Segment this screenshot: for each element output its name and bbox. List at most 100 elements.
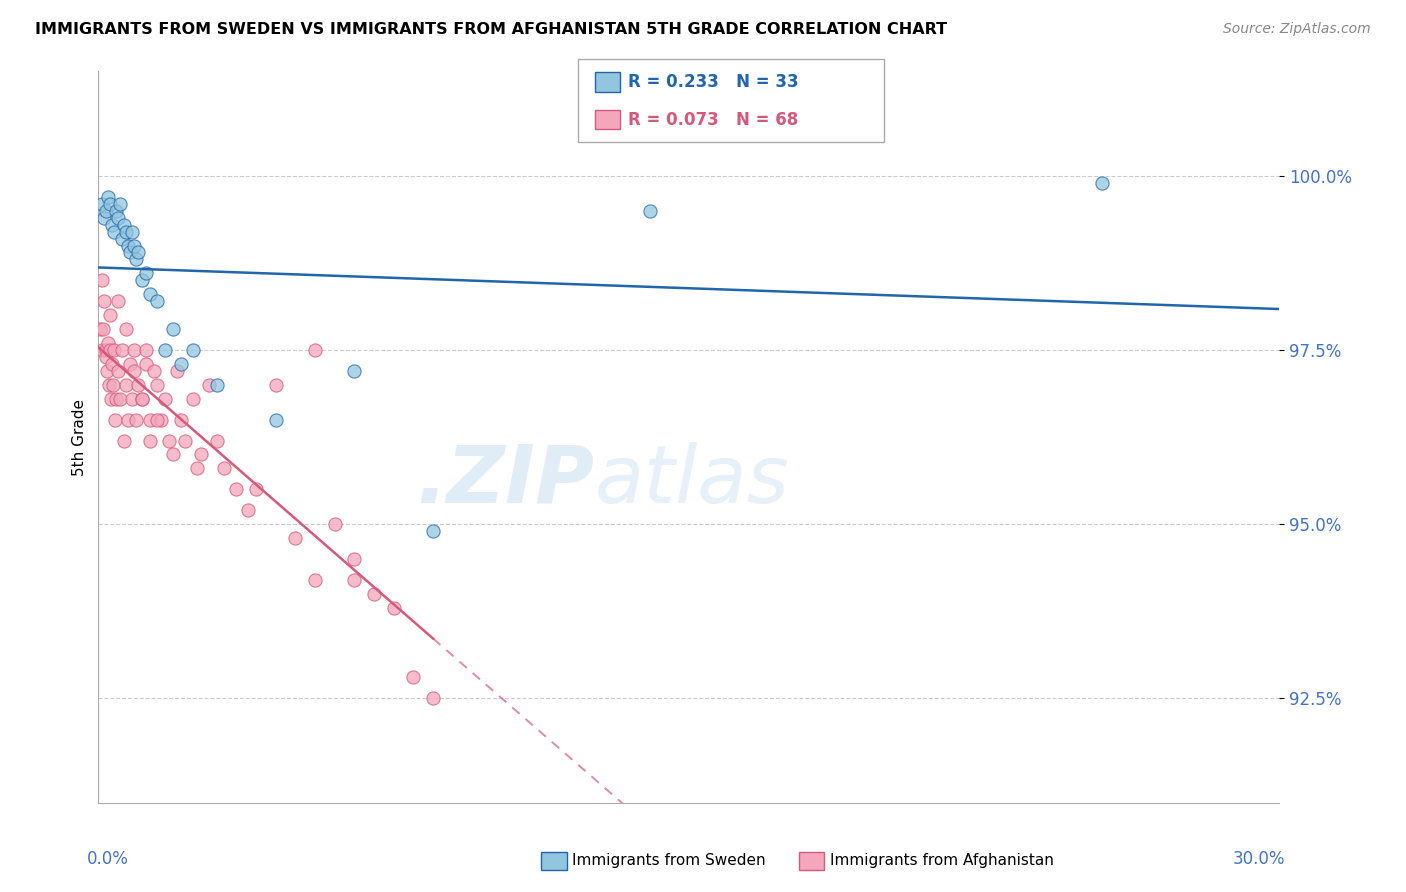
Point [127,245,149,260]
Point [115,377,138,392]
Text: Immigrants from Sweden: Immigrants from Sweden [572,854,766,868]
Point [105,392,128,406]
Text: .ZIP: .ZIP [416,442,595,520]
Point [103,225,125,239]
Text: atlas: atlas [595,442,789,520]
Point [90,343,112,357]
Point [135,343,157,357]
Point [205,434,228,448]
Point [162,322,184,336]
Point [98,308,121,322]
Point [150,412,173,426]
Point [155,392,177,406]
Point [284,531,307,545]
Point [107,211,129,225]
Point [264,412,287,426]
Point [117,412,139,426]
Point [181,392,204,406]
Point [146,412,169,426]
Point [162,448,184,462]
Point [94,343,117,357]
Point [93,211,115,225]
Point [96,203,118,218]
Point [91,322,114,336]
Point [174,434,197,448]
Point [343,364,366,378]
Point [105,203,128,218]
Point [98,343,121,357]
Point [117,238,139,252]
Point [131,392,153,406]
Point [146,294,169,309]
Point [91,196,114,211]
Text: 30.0%: 30.0% [1233,850,1285,868]
Point [127,377,149,392]
Point [186,461,208,475]
Point [170,357,193,371]
Point [225,483,247,497]
Point [89,322,111,336]
Point [363,587,385,601]
Point [93,294,115,309]
Point [205,377,228,392]
Point [135,357,157,371]
Point [131,392,153,406]
Point [104,412,127,426]
Point [101,357,124,371]
Point [138,412,160,426]
Point [125,252,148,267]
Point [125,412,148,426]
Point [121,392,143,406]
Point [142,364,165,378]
Point [382,600,405,615]
Point [115,322,138,336]
Point [97,336,120,351]
Text: 0.0%: 0.0% [87,850,128,868]
Point [245,483,267,497]
Text: Immigrants from Afghanistan: Immigrants from Afghanistan [830,854,1053,868]
Point [111,343,134,357]
Point [118,245,141,260]
Point [422,691,444,706]
Y-axis label: 5th Grade: 5th Grade [72,399,87,475]
Point [157,434,180,448]
Point [323,517,346,532]
Point [343,573,366,587]
Point [107,294,129,309]
Point [214,461,236,475]
Point [103,343,125,357]
Point [236,503,259,517]
Point [108,392,131,406]
Point [190,448,212,462]
Point [108,196,131,211]
Point [97,190,120,204]
Point [181,343,204,357]
Point [155,343,177,357]
Point [122,364,145,378]
Text: R = 0.073   N = 68: R = 0.073 N = 68 [628,111,799,128]
Point [98,196,121,211]
Point [100,392,122,406]
Point [101,218,124,232]
Point [170,412,193,426]
Point [264,377,287,392]
Point [96,350,118,364]
Point [112,218,135,232]
Point [121,225,143,239]
Point [107,364,129,378]
Text: IMMIGRANTS FROM SWEDEN VS IMMIGRANTS FROM AFGHANISTAN 5TH GRADE CORRELATION CHAR: IMMIGRANTS FROM SWEDEN VS IMMIGRANTS FRO… [35,22,948,37]
Point [118,357,141,371]
Point [402,670,425,684]
Point [304,573,326,587]
Point [96,364,118,378]
Point [111,231,134,245]
Point [138,287,160,301]
Point [131,273,153,287]
Point [138,434,160,448]
Point [98,377,121,392]
Point [197,377,219,392]
Point [304,343,326,357]
Point [166,364,188,378]
Point [343,552,366,566]
Point [146,377,169,392]
